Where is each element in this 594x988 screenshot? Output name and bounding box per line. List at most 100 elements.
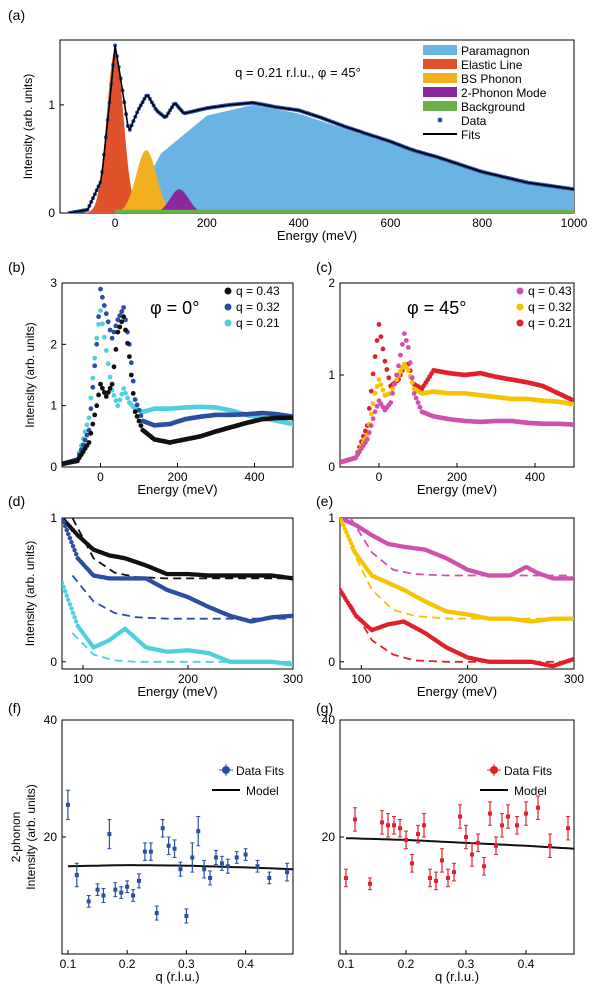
legend-label: Data Fits <box>504 764 552 778</box>
data-point <box>342 526 347 531</box>
y-tick-label: 2 <box>328 276 335 290</box>
x-tick-label: 600 <box>380 216 400 230</box>
y-axis-label-line: 2-phonon <box>9 812 23 863</box>
data-point <box>208 875 213 880</box>
data-point <box>364 437 370 442</box>
data-point <box>184 913 189 918</box>
fit-line <box>71 632 291 663</box>
data-point <box>422 823 426 828</box>
data-point <box>255 864 260 869</box>
x-tick-label: 200 <box>167 470 187 484</box>
data-point <box>80 442 86 448</box>
data-point <box>128 372 134 378</box>
y-tick-label: 20 <box>44 830 58 844</box>
data-point <box>62 580 65 585</box>
fit-line <box>349 546 572 620</box>
y-axis-label-line: Intensity (arb. units) <box>21 74 35 179</box>
fit-line <box>69 45 574 213</box>
2-phonon-area <box>147 189 212 213</box>
data-point <box>350 544 355 549</box>
legend-label: q = 0.43 <box>236 284 280 298</box>
data-point <box>464 835 468 839</box>
data-point <box>132 397 138 402</box>
data-point <box>64 593 69 598</box>
annotation: φ = 0° <box>150 298 199 318</box>
data-point <box>372 391 378 396</box>
data-point <box>409 375 415 381</box>
data-point <box>117 324 123 330</box>
y-tick-label: 20 <box>322 830 336 844</box>
data-point <box>243 852 248 857</box>
data-point <box>86 899 91 904</box>
data-point <box>88 406 94 412</box>
data-point <box>352 548 357 553</box>
panel-e: 100 200 300 0 1 Energy (meV) (e) <box>316 493 584 699</box>
data-point <box>190 855 195 860</box>
panel-label: (e) <box>316 493 333 509</box>
legend-label: q = 0.21 <box>528 316 572 330</box>
data-point <box>376 322 382 327</box>
data-point <box>138 423 144 428</box>
legend-label: Data <box>461 114 487 128</box>
data-point <box>113 323 119 329</box>
data-point <box>409 380 415 386</box>
y-axis-label: Intensity (arb. units) <box>23 322 37 427</box>
data-point <box>154 911 159 916</box>
data-point <box>94 403 100 409</box>
plot-frame <box>61 517 294 670</box>
legend-label: q = 0.21 <box>236 316 280 330</box>
data-point <box>69 540 74 545</box>
data-point <box>368 423 374 428</box>
x-axis-label: Energy (meV) <box>137 684 217 699</box>
panel-a: 0 200 400 600 800 1000 0 1 Energy (meV) Intensity… <box>8 7 588 243</box>
legend-swatch <box>423 73 457 83</box>
data-point <box>123 390 128 396</box>
data-point <box>289 576 293 581</box>
data-point <box>121 386 126 391</box>
data-point <box>515 823 519 828</box>
data-point <box>67 602 73 607</box>
data-point <box>105 361 111 367</box>
data-point <box>72 615 77 620</box>
y-axis-label-line: Intensity (arb. units) <box>23 322 37 427</box>
data-point <box>416 832 420 837</box>
annotation: q = 0.21 r.l.u., φ = 45° <box>235 65 361 80</box>
data-point <box>107 385 113 391</box>
data-point <box>400 365 405 370</box>
legend-marker <box>490 766 498 774</box>
data-point <box>366 406 372 411</box>
data-point <box>119 309 125 314</box>
data-point <box>95 887 100 892</box>
data-point <box>96 392 101 398</box>
x-axis-label: Energy (meV) <box>137 482 217 497</box>
y-tick-label: 0 <box>48 206 55 220</box>
data-point <box>341 523 346 528</box>
x-tick-label: 0.4 <box>518 957 535 971</box>
data-point <box>566 826 570 831</box>
data-point <box>372 354 378 359</box>
data-point <box>136 418 142 424</box>
data-point <box>96 322 101 327</box>
x-tick-label: 0 <box>97 470 104 484</box>
data-point <box>403 338 409 343</box>
data-point <box>92 363 98 369</box>
data-point <box>417 404 423 410</box>
legend-marker <box>516 319 524 327</box>
data-point <box>111 364 117 370</box>
x-tick-label: 300 <box>564 672 584 686</box>
data-point <box>115 329 121 335</box>
data-point <box>105 319 111 325</box>
data-point <box>524 811 528 816</box>
panel-label: (b) <box>8 259 25 275</box>
data-point <box>285 870 290 875</box>
data-point <box>405 368 411 373</box>
data-point <box>570 616 574 621</box>
y-tick-label: 1 <box>50 399 57 413</box>
x-tick-label: 0.1 <box>60 957 77 971</box>
data-point <box>376 377 382 382</box>
data-point <box>494 843 498 848</box>
x-tick-label: 200 <box>178 672 198 686</box>
data-point <box>458 814 462 819</box>
data-point <box>70 610 76 616</box>
y-tick-label: 0 <box>328 460 335 474</box>
